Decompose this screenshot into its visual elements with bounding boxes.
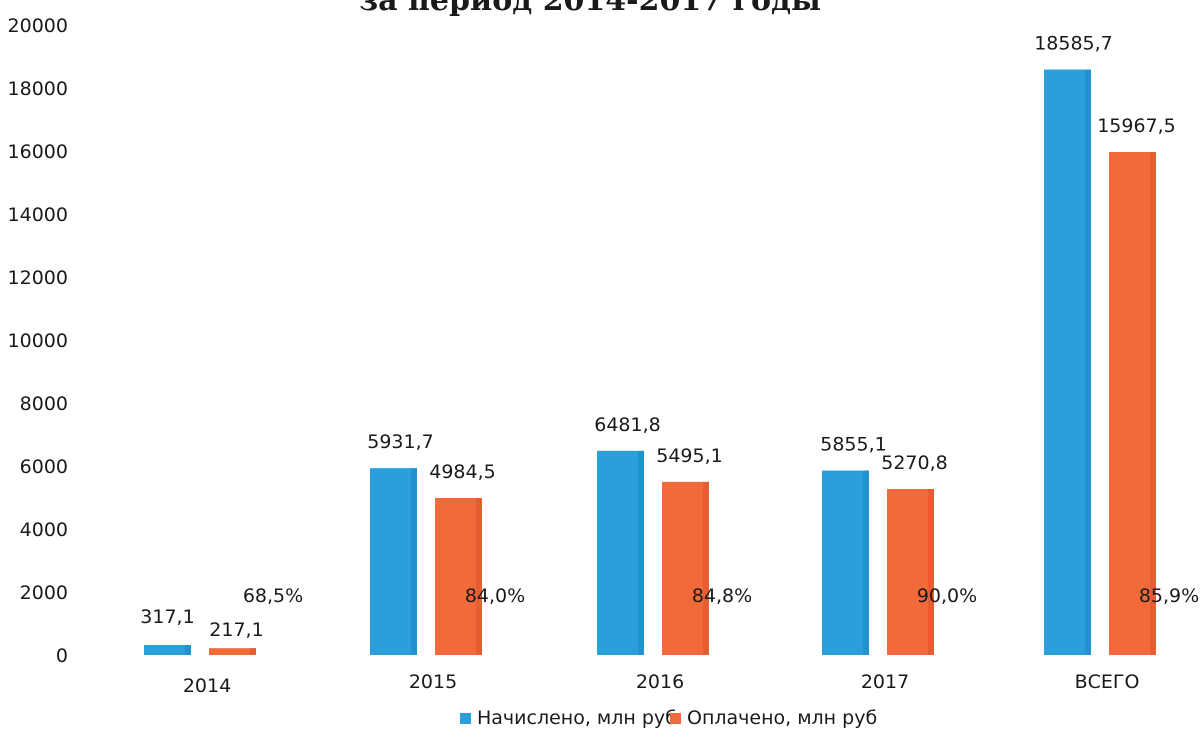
x-tick-label: ВСЕГО xyxy=(1075,671,1140,693)
legend: Начислено, млн руб Оплачено, млн руб xyxy=(460,707,877,729)
bar-shade xyxy=(1150,152,1156,655)
value-labels: 317,1 217,1 5931,7 4984,5 6481,8 5495,1 5855,1… xyxy=(140,33,1175,642)
y-tick-label: 4000 xyxy=(20,519,68,541)
x-tick-label: 2017 xyxy=(861,671,909,693)
y-tick-label: 12000 xyxy=(8,267,68,289)
percent-label: 68,5% xyxy=(243,585,303,607)
bar-nachisleno xyxy=(144,645,191,655)
bar-series xyxy=(144,69,1156,655)
bar-shade xyxy=(411,468,417,655)
x-axis: 2014 2015 2016 2017 ВСЕГО xyxy=(183,671,1140,697)
data-label: 217,1 xyxy=(209,619,263,641)
legend-swatch xyxy=(670,713,681,724)
y-tick-label: 8000 xyxy=(20,393,68,415)
y-tick-label: 16000 xyxy=(8,141,68,163)
data-label: 18585,7 xyxy=(1034,33,1113,55)
data-label: 6481,8 xyxy=(594,414,660,436)
y-tick-label: 20000 xyxy=(8,15,68,37)
y-tick-label: 10000 xyxy=(8,330,68,352)
data-label: 5855,1 xyxy=(820,434,886,456)
percent-labels: 68,5% 84,0% 84,8% 90,0% 85,9% xyxy=(243,585,1199,607)
bar-shade xyxy=(928,488,934,655)
chart-title: за период 2014-2017 годы xyxy=(359,0,821,18)
legend-label: Начислено, млн руб xyxy=(477,707,677,729)
y-tick-label: 0 xyxy=(56,645,68,667)
bar-oplacheno xyxy=(1109,152,1156,655)
percent-label: 90,0% xyxy=(917,585,977,607)
bar-oplacheno xyxy=(209,648,256,655)
data-label: 15967,5 xyxy=(1097,115,1176,137)
y-tick-label: 18000 xyxy=(8,78,68,100)
bar-shade xyxy=(250,648,256,655)
x-tick-label: 2016 xyxy=(636,671,684,693)
bar-nachisleno xyxy=(822,470,869,655)
bar-nachisleno xyxy=(1044,69,1091,655)
bar-shade xyxy=(703,481,709,655)
data-label: 5495,1 xyxy=(656,445,722,467)
bar-oplacheno xyxy=(887,488,934,655)
y-tick-label: 14000 xyxy=(8,204,68,226)
bar-shade xyxy=(638,450,644,655)
bar-nachisleno xyxy=(597,450,644,655)
percent-label: 84,8% xyxy=(692,585,752,607)
data-label: 5270,8 xyxy=(881,452,947,474)
legend-label: Оплачено, млн руб xyxy=(687,707,877,729)
bar-nachisleno xyxy=(370,468,417,655)
bar-shade xyxy=(1085,69,1091,655)
bar-shade xyxy=(476,497,482,655)
bar-oplacheno xyxy=(662,481,709,655)
data-label: 5931,7 xyxy=(367,431,433,453)
x-tick-label: 2015 xyxy=(409,671,457,693)
bar-shade xyxy=(185,645,191,655)
percent-label: 84,0% xyxy=(465,585,525,607)
y-tick-label: 2000 xyxy=(20,582,68,604)
bar-oplacheno xyxy=(435,497,482,655)
percent-label: 85,9% xyxy=(1139,585,1199,607)
data-label: 317,1 xyxy=(140,606,194,628)
legend-swatch xyxy=(460,713,471,724)
y-axis: 0 2000 4000 6000 8000 10000 12000 14000 16000 180… xyxy=(8,15,68,667)
y-tick-label: 6000 xyxy=(20,456,68,478)
bar-shade xyxy=(863,470,869,655)
data-label: 4984,5 xyxy=(429,461,495,483)
x-tick-label: 2014 xyxy=(183,675,231,697)
